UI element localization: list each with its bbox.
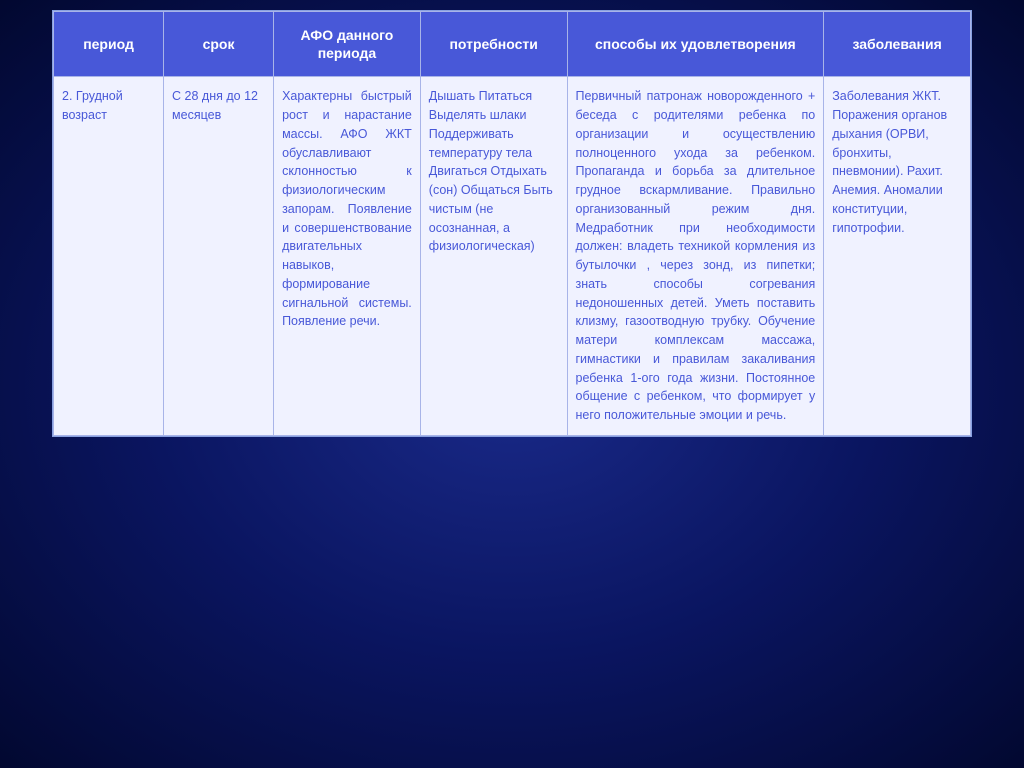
- col-period: период: [54, 12, 164, 77]
- col-zabolevaniya: заболевания: [824, 12, 971, 77]
- cell-sposoby: Первичный патронаж новорожденного + бесе…: [567, 77, 824, 436]
- col-potrebnosti: потребности: [420, 12, 567, 77]
- cell-afo: Характерны быстрый рост и нарастание мас…: [274, 77, 421, 436]
- col-sposoby: способы их удовлетворения: [567, 12, 824, 77]
- cell-srok: С 28 дня до 12 месяцев: [164, 77, 274, 436]
- table-header-row: период срок АФО данного периода потребно…: [54, 12, 971, 77]
- medical-periods-table: период срок АФО данного периода потребно…: [52, 10, 972, 437]
- cell-potrebnosti: Дышать Питаться Выделять шлаки Поддержив…: [420, 77, 567, 436]
- table: период срок АФО данного периода потребно…: [53, 11, 971, 436]
- col-afo: АФО данного периода: [274, 12, 421, 77]
- cell-zabolevaniya: Заболевания ЖКТ. Поражения органов дыхан…: [824, 77, 971, 436]
- table-row: 2. Грудной возраст С 28 дня до 12 месяце…: [54, 77, 971, 436]
- col-srok: срок: [164, 12, 274, 77]
- cell-period: 2. Грудной возраст: [54, 77, 164, 436]
